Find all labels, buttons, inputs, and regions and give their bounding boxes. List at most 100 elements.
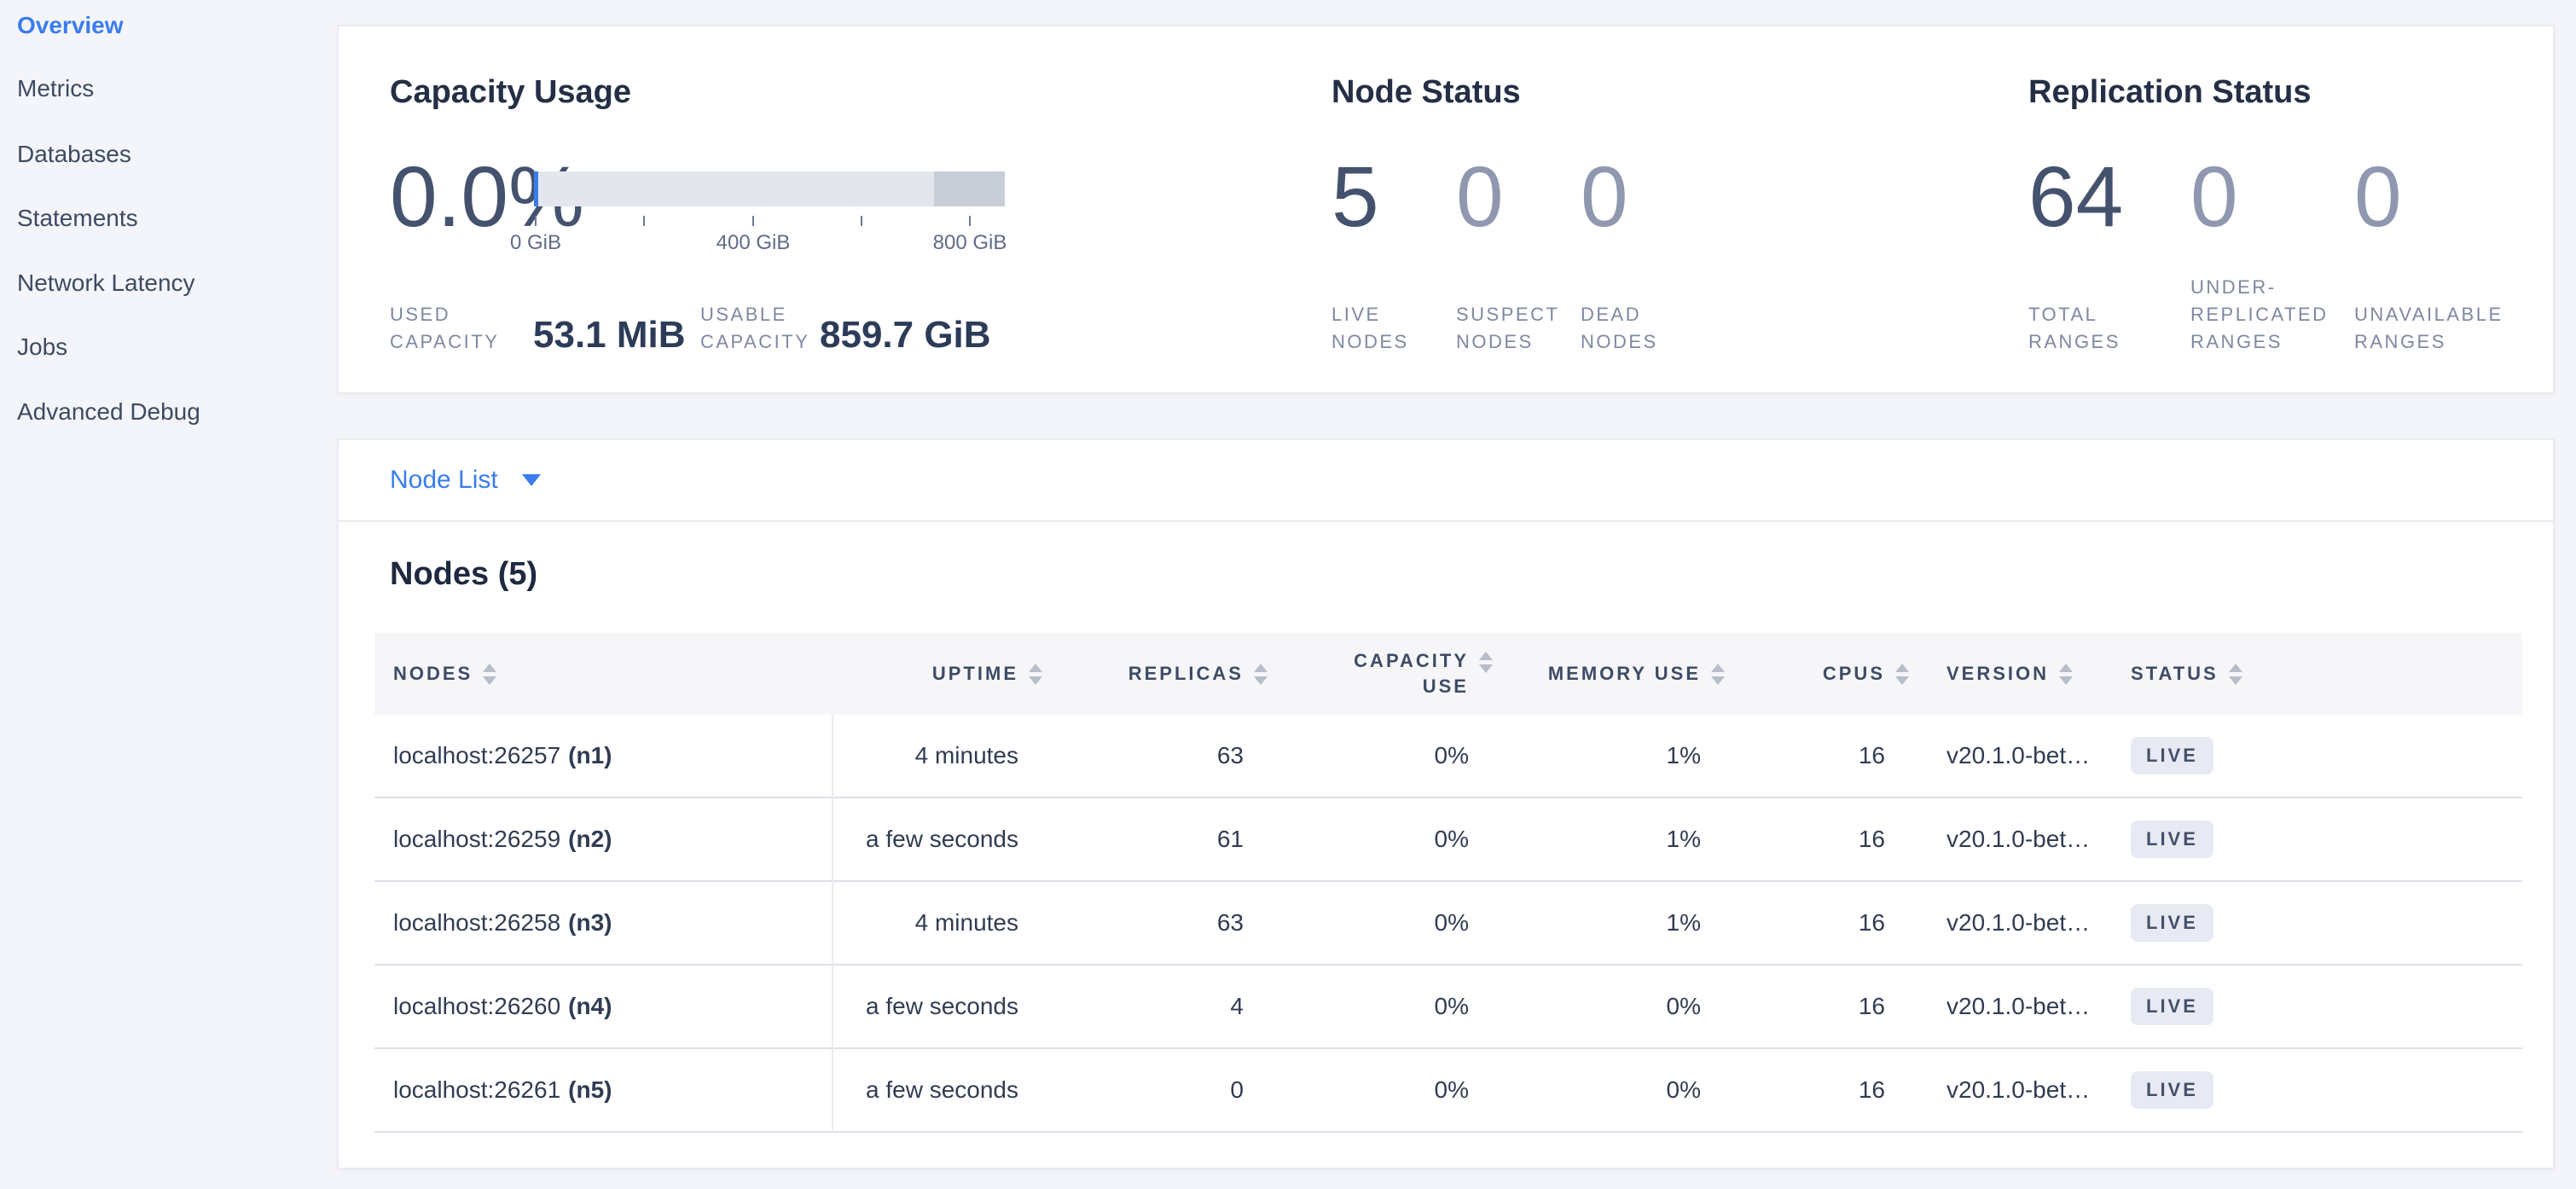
uptime-cell: 4 minutes	[914, 909, 1018, 936]
column-label: MEMORY USE	[1547, 663, 1701, 684]
uptime-cell: a few seconds	[866, 826, 1018, 852]
node-list-dropdown-label: Node List	[390, 466, 498, 494]
axis-label-0: 0 GiB	[509, 231, 562, 254]
unavailable-ranges-label: UNAVAILABLE RANGES	[2354, 301, 2503, 356]
label-line: RANGES	[2354, 331, 2446, 352]
sort-icon	[1711, 663, 1725, 685]
replicas-cell: 63	[1216, 909, 1244, 936]
capacity-bar-chart	[534, 171, 1005, 206]
used-capacity-value: 53.1 MiB	[533, 314, 686, 356]
memory-use-cell: 1%	[1666, 909, 1701, 936]
column-header-nodes[interactable]: NODES	[374, 633, 832, 715]
table-row-node-2[interactable]: localhost:26259 (n2) a few seconds 61 0% …	[374, 798, 2522, 882]
node-id: (n5)	[568, 1076, 612, 1103]
node-list-card: Node List Nodes (5) NODES UPTIME REPLICA…	[337, 438, 2555, 1169]
nodes-table-header: NODES UPTIME REPLICAS CAPACITY USE	[374, 633, 2522, 715]
label-line: USED	[390, 304, 451, 325]
status-badge: LIVE	[2131, 988, 2213, 1025]
version-cell: v20.1.0-bet…	[1947, 1076, 2091, 1103]
replication-status-title: Replication Status	[2028, 74, 2312, 110]
sidebar-item-network-latency[interactable]: Network Latency	[17, 270, 195, 296]
nodes-column-divider	[832, 715, 833, 1133]
capacity-use-cell: 0%	[1434, 909, 1469, 936]
label-line: NODES	[1332, 331, 1409, 352]
nodes-section-heading: Nodes (5)	[390, 556, 538, 592]
capacity-use-cell: 0%	[1434, 826, 1469, 852]
axis-tick	[535, 216, 537, 226]
cpus-cell: 16	[1858, 993, 1885, 1019]
node-address[interactable]: localhost:26260	[393, 993, 561, 1019]
table-row-node-3[interactable]: localhost:26258 (n3) 4 minutes 63 0% 1% 1…	[374, 882, 2522, 966]
node-address[interactable]: localhost:26257	[393, 742, 561, 768]
uptime-cell: 4 minutes	[914, 742, 1018, 768]
label-line: TOTAL	[2028, 304, 2098, 325]
column-label: CAPACITY	[1354, 650, 1469, 671]
axis-tick	[752, 216, 754, 226]
sort-icon	[1029, 663, 1042, 685]
used-capacity-label: USED CAPACITY	[390, 301, 499, 356]
node-id: (n1)	[568, 742, 612, 768]
under-replicated-ranges-label: UNDER- REPLICATED RANGES	[2190, 274, 2329, 356]
replicas-cell: 61	[1216, 826, 1244, 852]
column-label: USE	[1422, 676, 1469, 697]
dead-nodes-count: 0	[1581, 149, 1628, 245]
sidebar-item-databases[interactable]: Databases	[17, 141, 131, 167]
version-cell: v20.1.0-bet…	[1947, 742, 2091, 768]
column-label: VERSION	[1947, 663, 2050, 684]
sidebar-item-jobs[interactable]: Jobs	[17, 334, 68, 360]
live-nodes-count: 5	[1332, 149, 1379, 245]
suspect-nodes-label: SUSPECT NODES	[1456, 301, 1559, 356]
sort-icon	[1254, 663, 1268, 685]
nodes-table-body: localhost:26257 (n1) 4 minutes 63 0% 1% 1…	[374, 715, 2522, 1133]
sidebar-item-metrics[interactable]: Metrics	[17, 75, 95, 102]
table-row-node-1[interactable]: localhost:26257 (n1) 4 minutes 63 0% 1% 1…	[374, 715, 2522, 798]
sidebar-item-advanced-debug[interactable]: Advanced Debug	[17, 398, 200, 425]
label-line: RANGES	[2028, 331, 2121, 352]
node-address[interactable]: localhost:26259	[393, 826, 561, 852]
column-label: REPLICAS	[1128, 663, 1244, 684]
suspect-nodes-count: 0	[1456, 149, 1504, 245]
sidebar-item-overview[interactable]: Overview	[17, 12, 124, 38]
table-row-node-4[interactable]: localhost:26260 (n4) a few seconds 4 0% 0…	[374, 966, 2522, 1049]
capacity-bar-used-marker	[534, 171, 538, 206]
under-replicated-ranges-count: 0	[2190, 149, 2238, 245]
column-header-version[interactable]: VERSION	[1909, 633, 2131, 715]
capacity-use-cell: 0%	[1434, 742, 1469, 768]
status-badge: LIVE	[2131, 821, 2213, 858]
sort-icon	[2228, 663, 2242, 685]
capacity-use-cell: 0%	[1434, 993, 1469, 1019]
column-header-status[interactable]: STATUS	[2131, 633, 2522, 715]
node-address[interactable]: localhost:26261	[393, 1076, 561, 1103]
replicas-cell: 63	[1216, 742, 1244, 768]
sidebar-item-statements[interactable]: Statements	[17, 205, 138, 231]
cpus-cell: 16	[1858, 1076, 1885, 1103]
table-row-node-5[interactable]: localhost:26261 (n5) a few seconds 0 0% 0…	[374, 1049, 2522, 1133]
label-line: RANGES	[2190, 331, 2283, 352]
column-header-replicas[interactable]: REPLICAS	[1042, 633, 1268, 715]
memory-use-cell: 0%	[1666, 993, 1701, 1019]
sidebar: Overview Metrics Databases Statements Ne…	[0, 0, 334, 1189]
node-address[interactable]: localhost:26258	[393, 909, 561, 936]
cpus-cell: 16	[1858, 742, 1885, 768]
memory-use-cell: 0%	[1666, 1076, 1701, 1103]
chevron-down-icon	[521, 474, 541, 486]
label-line: LIVE	[1332, 304, 1381, 325]
uptime-cell: a few seconds	[866, 1076, 1018, 1103]
axis-label-800: 800 GiB	[932, 231, 1007, 254]
column-label: CPUS	[1822, 663, 1885, 684]
version-cell: v20.1.0-bet…	[1947, 993, 2091, 1019]
column-header-cpus[interactable]: CPUS	[1725, 633, 1909, 715]
status-badge: LIVE	[2131, 737, 2213, 774]
total-ranges-count: 64	[2028, 149, 2124, 245]
node-list-dropdown[interactable]: Node List	[339, 440, 2553, 522]
column-header-capacity-use[interactable]: CAPACITY USE	[1268, 633, 1493, 715]
version-cell: v20.1.0-bet…	[1947, 826, 2091, 852]
column-header-memory-use[interactable]: MEMORY USE	[1493, 633, 1725, 715]
cpus-cell: 16	[1858, 909, 1885, 936]
column-label: UPTIME	[931, 663, 1018, 684]
version-cell: v20.1.0-bet…	[1947, 909, 2091, 936]
dead-nodes-label: DEAD NODES	[1581, 301, 1658, 356]
column-header-uptime[interactable]: UPTIME	[832, 633, 1042, 715]
column-label: STATUS	[2131, 663, 2219, 684]
